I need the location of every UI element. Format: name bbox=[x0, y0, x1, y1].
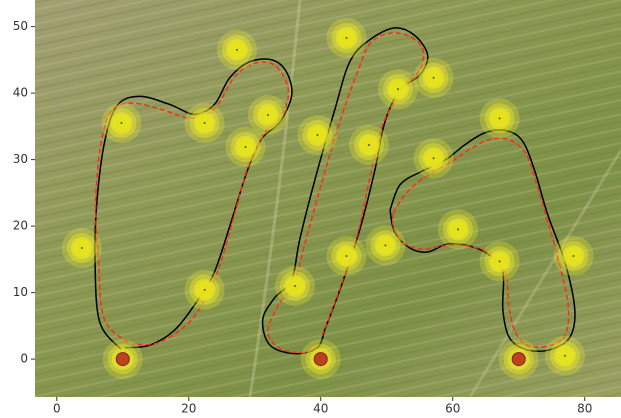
point-center bbox=[384, 244, 386, 246]
point-center bbox=[267, 114, 269, 116]
point bbox=[116, 353, 129, 366]
point bbox=[512, 353, 525, 366]
y-tick-label: 50 bbox=[13, 19, 28, 33]
point-center bbox=[368, 144, 370, 146]
background-image bbox=[35, 0, 621, 397]
point-center bbox=[345, 255, 347, 257]
x-tick-label: 20 bbox=[181, 402, 196, 416]
point-center bbox=[433, 77, 435, 79]
point-center bbox=[397, 88, 399, 90]
x-tick-label: 40 bbox=[313, 402, 328, 416]
point-center bbox=[457, 228, 459, 230]
y-tick-label: 0 bbox=[20, 352, 28, 366]
point-center bbox=[433, 157, 435, 159]
point-center bbox=[204, 289, 206, 291]
y-tick-label: 40 bbox=[13, 86, 28, 100]
point-center bbox=[294, 285, 296, 287]
y-tick-label: 10 bbox=[13, 285, 28, 299]
point-center bbox=[245, 146, 247, 148]
point-center bbox=[120, 122, 122, 124]
x-tick-label: 60 bbox=[445, 402, 460, 416]
x-tick-label: 80 bbox=[577, 402, 592, 416]
point-center bbox=[572, 255, 574, 257]
point-center bbox=[316, 134, 318, 136]
chart: 0 20 40 60 80 0 10 20 30 40 50 bbox=[0, 0, 621, 418]
point-center bbox=[81, 247, 83, 249]
y-tick-label: 20 bbox=[13, 219, 28, 233]
y-tick-label: 30 bbox=[13, 152, 28, 166]
point-center bbox=[564, 355, 566, 357]
point-center bbox=[204, 122, 206, 124]
point-center bbox=[236, 49, 238, 51]
x-tick-label: 0 bbox=[53, 402, 61, 416]
point-center bbox=[499, 117, 501, 119]
point-center bbox=[499, 260, 501, 262]
point-center bbox=[345, 37, 347, 39]
point bbox=[314, 353, 327, 366]
